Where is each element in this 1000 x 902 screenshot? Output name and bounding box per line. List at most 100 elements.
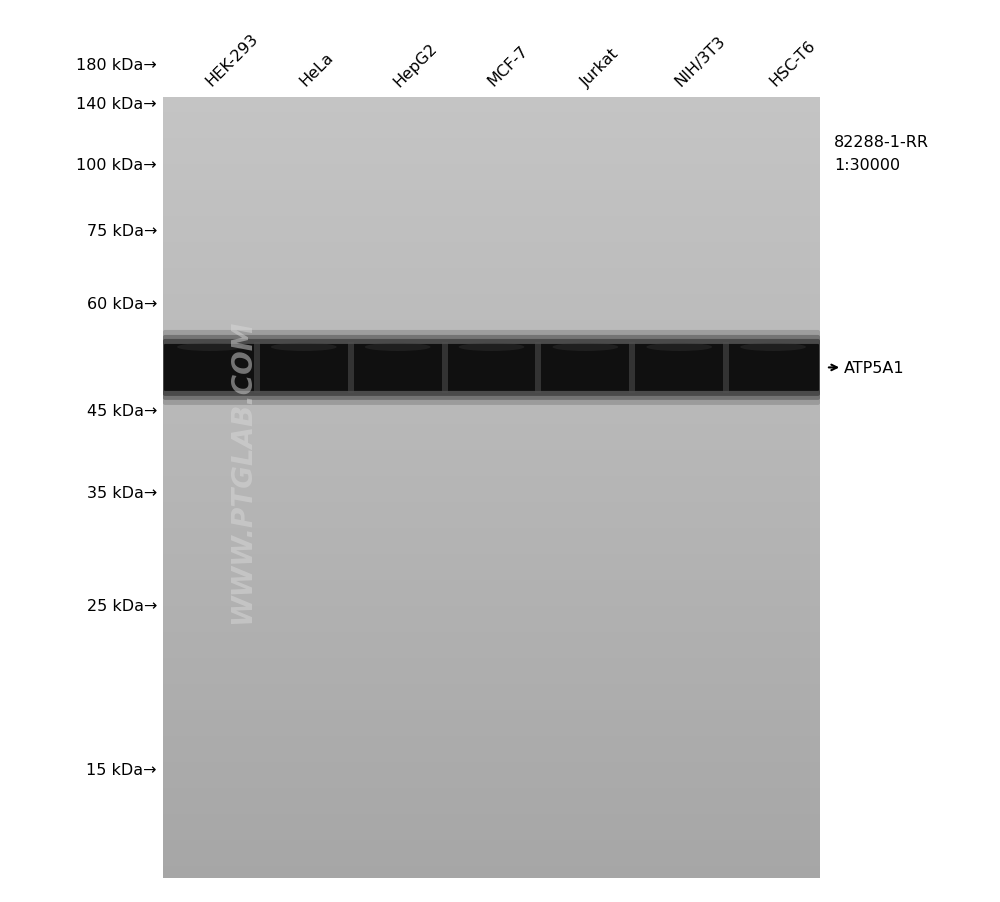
Bar [163,97,820,104]
Bar [163,274,820,281]
Bar [163,664,820,670]
Bar [163,845,820,851]
Bar [163,679,820,686]
Bar [163,300,820,307]
FancyBboxPatch shape [163,336,820,400]
Ellipse shape [271,344,337,352]
Bar [163,419,820,426]
Bar [163,108,820,114]
Bar [163,170,820,177]
Bar [163,835,820,842]
Bar [163,456,820,462]
Bar [163,778,820,784]
FancyBboxPatch shape [164,345,819,391]
Bar [163,809,820,815]
Text: Jurkat: Jurkat [579,46,623,89]
Bar [163,622,820,629]
Bar [163,799,820,805]
Bar [163,773,820,779]
Bar [163,180,820,187]
Bar [163,482,820,488]
Bar [163,326,820,332]
Bar [163,196,820,202]
Bar [163,227,820,234]
Bar [163,866,820,872]
Bar [163,606,820,612]
Bar [163,263,820,270]
Bar [163,357,820,364]
Bar [163,539,820,545]
Bar [163,118,820,124]
Bar [163,212,820,218]
Bar [442,343,448,393]
Bar [163,316,820,322]
Bar [163,389,820,394]
Bar [163,523,820,529]
Bar [163,363,820,369]
Bar [163,383,820,390]
Bar [629,343,635,393]
Bar [163,788,820,795]
Bar [163,446,820,452]
Bar [163,861,820,868]
Bar [163,871,820,878]
FancyBboxPatch shape [163,339,820,397]
Bar [163,815,820,821]
Bar [163,762,820,769]
Bar [163,820,820,826]
Bar [163,581,820,587]
Bar [163,233,820,239]
Bar [163,295,820,301]
Bar [163,856,820,862]
Bar [163,139,820,145]
Bar [163,393,820,400]
Ellipse shape [740,344,806,352]
Bar [163,658,820,665]
Bar [163,695,820,701]
Bar [163,451,820,457]
Bar [163,732,820,738]
Bar [163,290,820,296]
Bar [163,612,820,618]
Bar [163,585,820,592]
Bar [163,154,820,161]
Bar [163,373,820,379]
Bar [163,653,820,659]
Bar [163,492,820,499]
Bar [163,133,820,140]
Bar [163,783,820,789]
Bar [163,830,820,836]
Bar [163,284,820,290]
Bar [163,186,820,192]
Text: HepG2: HepG2 [391,41,440,89]
Text: 100 kDa→: 100 kDa→ [76,158,157,172]
Bar [163,752,820,759]
Bar [163,331,820,337]
Bar [163,404,820,410]
Bar [163,794,820,800]
Bar [163,414,820,420]
Bar [163,259,820,264]
Bar [163,144,820,151]
Bar [163,124,820,130]
Bar [163,669,820,675]
Bar [163,711,820,717]
Bar [163,207,820,213]
Bar [163,321,820,327]
Text: HEK-293: HEK-293 [203,32,261,89]
Text: 140 kDa→: 140 kDa→ [76,97,157,112]
Bar [163,565,820,571]
Bar [163,638,820,644]
Bar [163,368,820,373]
Bar [163,336,820,343]
Text: WWW.PTGLAB.COM: WWW.PTGLAB.COM [228,319,256,623]
Bar [163,851,820,857]
Ellipse shape [177,344,243,352]
Bar [163,346,820,353]
Bar [163,700,820,706]
Bar [163,824,820,831]
Bar [163,269,820,275]
Bar [163,555,820,561]
Bar [163,591,820,597]
Bar [163,513,820,520]
